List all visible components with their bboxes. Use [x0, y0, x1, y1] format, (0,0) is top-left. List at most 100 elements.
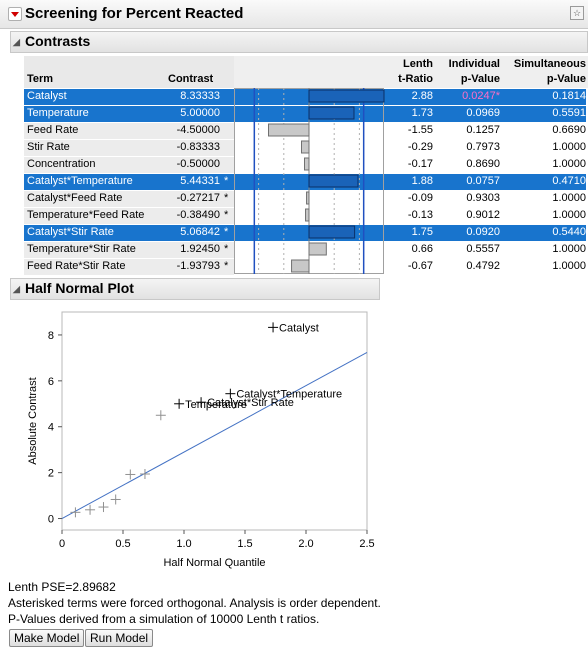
contrast-bar	[308, 225, 356, 239]
data-point	[139, 469, 150, 480]
contrast-cell: -0.38490	[176, 209, 220, 221]
red-triangle-menu-icon[interactable]	[8, 7, 22, 21]
table-row[interactable]: Temperature 5.00000 1.73 0.0969 0.5591	[24, 106, 586, 122]
y-tick-label: 8	[48, 330, 54, 342]
individual-p-cell: 0.8690	[466, 158, 500, 170]
column-header-contrast[interactable]: Contrast	[168, 73, 214, 85]
contrast-bar	[304, 157, 310, 171]
simultaneous-p-cell: 0.4710	[552, 175, 586, 187]
data-point	[85, 504, 96, 515]
report-title-bar: Screening for Percent Reacted ☆	[0, 0, 588, 29]
table-row[interactable]: Temperature*Feed Rate -0.38490 * -0.13 0.901…	[24, 208, 586, 224]
half-normal-title: Half Normal Plot	[25, 280, 134, 296]
window-menu-icon[interactable]: ☆	[570, 6, 584, 20]
orthogonal-star: *	[224, 175, 229, 187]
table-row[interactable]: Concentration -0.50000 -0.17 0.8690 1.0000	[24, 157, 586, 173]
column-header-simultaneous-p[interactable]: p-Value	[546, 73, 586, 85]
table-row[interactable]: Catalyst*Temperature 5.44331 * 1.88 0.0757 0.…	[24, 174, 586, 190]
contrast-cell: -0.83333	[176, 141, 220, 153]
data-point	[174, 398, 185, 409]
table-row[interactable]: Catalyst*Stir Rate 5.06842 * 1.75 0.0920 0.54…	[24, 225, 586, 241]
contrast-cell: 8.33333	[180, 90, 220, 102]
data-point	[70, 507, 81, 518]
contrast-cell: -1.93793	[176, 260, 220, 272]
term-cell: Temperature	[27, 107, 89, 119]
column-header-lenth[interactable]: Lenth	[403, 58, 433, 70]
simultaneous-p-cell: 0.1814	[552, 90, 586, 102]
table-row[interactable]: Feed Rate -4.50000 -1.55 0.1257 0.6690	[24, 123, 586, 139]
y-tick-label: 2	[48, 468, 54, 480]
term-cell: Stir Rate	[27, 141, 70, 153]
table-row[interactable]: Stir Rate -0.83333 -0.29 0.7973 1.0000	[24, 140, 586, 156]
t-ratio-cell: 1.75	[411, 226, 433, 238]
run-model-button[interactable]: Run Model	[85, 629, 154, 647]
pvalue-header-bg	[384, 56, 588, 88]
x-tick-label: 1.5	[237, 538, 252, 550]
half-normal-outline-header[interactable]: ◢ Half Normal Plot	[10, 278, 380, 300]
simultaneous-p-cell: 0.5591	[552, 107, 586, 119]
individual-p-cell: 0.4792	[466, 260, 500, 272]
t-ratio-cell: -0.09	[407, 192, 433, 204]
individual-p-cell: 0.9303	[466, 192, 500, 204]
data-point	[98, 502, 109, 513]
y-axis-label: Absolute Contrast	[27, 377, 39, 464]
point-label: Catalyst*Stir Rate	[207, 397, 294, 409]
simultaneous-p-cell: 1.0000	[552, 260, 586, 272]
y-tick-label: 0	[48, 514, 54, 526]
table-row[interactable]: Temperature*Stir Rate 1.92450 * 0.66 0.5557 1…	[24, 242, 586, 258]
contrast-bar	[308, 242, 327, 256]
column-header-bg	[24, 56, 234, 88]
individual-p-cell: 0.1257	[466, 124, 500, 136]
term-cell: Catalyst	[27, 90, 67, 102]
contrast-cell: -0.50000	[176, 158, 220, 170]
t-ratio-cell: -0.29	[407, 141, 433, 153]
simultaneous-p-cell: 1.0000	[552, 209, 586, 221]
y-tick-label: 6	[48, 376, 54, 388]
t-ratio-cell: -1.55	[407, 124, 433, 136]
orthogonal-star: *	[224, 209, 229, 221]
orthogonal-star: *	[224, 243, 229, 255]
contrast-bar	[308, 89, 385, 103]
column-header-simultaneous[interactable]: Simultaneous	[513, 58, 586, 70]
column-header-individual-p[interactable]: p-Value	[460, 73, 500, 85]
chart-header-bg	[234, 56, 384, 88]
column-header-individual[interactable]: Individual	[448, 58, 500, 70]
x-tick-label: 2.0	[298, 538, 313, 550]
orthogonal-star: *	[224, 192, 229, 204]
table-row[interactable]: Catalyst*Feed Rate -0.27217 * -0.09 0.9303 1.…	[24, 191, 586, 207]
simultaneous-p-cell: 1.0000	[552, 192, 586, 204]
individual-p-cell: 0.7973	[466, 141, 500, 153]
table-row[interactable]: Catalyst 8.33333 2.88 0.0247* 0.1814	[24, 89, 586, 105]
contrast-cell: -4.50000	[176, 124, 220, 136]
contrast-bar-chart	[234, 88, 385, 274]
x-tick-label: 1.0	[176, 538, 191, 550]
contrasts-outline-header[interactable]: ◢ Contrasts	[10, 31, 588, 53]
contrast-bar	[308, 106, 355, 120]
make-model-button[interactable]: Make Model	[9, 629, 85, 647]
t-ratio-cell: -0.67	[407, 260, 433, 272]
point-label: Catalyst	[279, 322, 319, 334]
column-header-t-ratio[interactable]: t-Ratio	[398, 73, 433, 85]
term-cell: Concentration	[27, 158, 96, 170]
term-cell: Feed Rate*Stir Rate	[27, 260, 126, 272]
data-point	[110, 494, 121, 505]
data-point	[268, 322, 279, 333]
table-row[interactable]: Feed Rate*Stir Rate -1.93793 * -0.67 0.4792 1…	[24, 259, 586, 275]
contrast-bar	[308, 174, 359, 188]
individual-p-cell: 0.0247*	[462, 90, 500, 102]
individual-p-cell: 0.0920	[466, 226, 500, 238]
contrast-bar	[268, 123, 310, 137]
orthogonal-note: Asterisked terms were forced orthogonal.…	[8, 596, 381, 610]
contrast-cell: -0.27217	[176, 192, 220, 204]
half-normal-plot: 0 0.5 1.0 1.5 2.0 2.5 0 2 4 6 8 Half Normal Quantil…	[27, 311, 375, 569]
point-label: Catalyst*Temperature	[236, 389, 342, 401]
simultaneous-p-cell: 0.5440	[552, 226, 586, 238]
orthogonal-star: *	[224, 260, 229, 272]
t-ratio-cell: 0.66	[411, 243, 433, 255]
term-cell: Temperature*Feed Rate	[27, 209, 145, 221]
simultaneous-p-cell: 1.0000	[552, 243, 586, 255]
column-header-term[interactable]: Term	[27, 73, 54, 85]
disclosure-icon[interactable]: ◢	[13, 37, 20, 47]
fit-line	[61, 351, 368, 519]
disclosure-icon[interactable]: ◢	[13, 284, 20, 294]
